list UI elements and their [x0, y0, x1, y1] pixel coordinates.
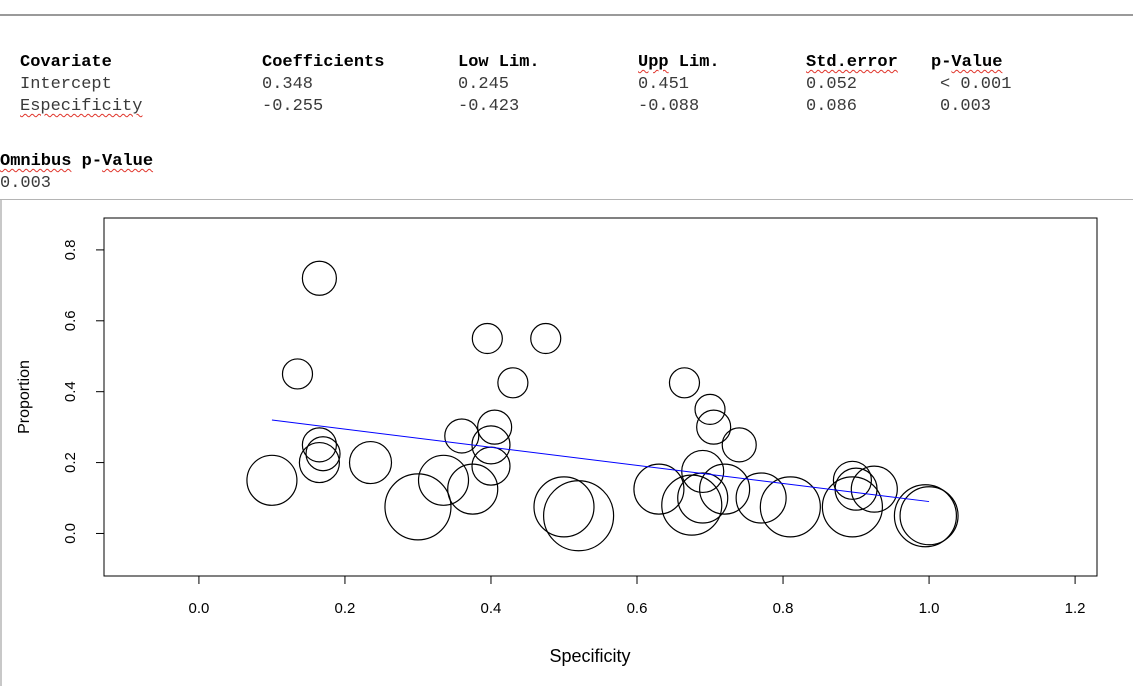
data-point	[530, 322, 562, 355]
data-point	[497, 367, 529, 399]
col-header-p-value-word: Value	[951, 53, 1003, 72]
col-header-upp-lim-rest: Lim.	[668, 53, 720, 72]
data-point	[834, 467, 878, 511]
y-axis: 0.0 0.2 0.4 0.6 0.8	[62, 239, 105, 544]
data-point	[721, 427, 757, 463]
col-header-covariate: Covariate	[20, 53, 112, 72]
omnibus-value: 0.003	[0, 174, 52, 193]
data-point	[471, 322, 503, 355]
data-point	[668, 367, 701, 399]
x-axis: 0.0 0.2 0.4 0.6 0.8 1.0 1.2	[188, 575, 1086, 617]
data-point	[699, 463, 751, 515]
data-point	[850, 465, 898, 513]
y-axis-label: Proportion	[16, 360, 33, 434]
row-especificity-coefficient: -0.255	[262, 97, 324, 116]
col-header-p-value-prefix: p-	[931, 53, 952, 72]
data-point	[298, 441, 340, 484]
data-point	[893, 484, 958, 548]
data-points	[246, 260, 959, 552]
scatter-plot: 0.0 0.2 0.4 0.6 0.8 1.0 1.2 0.0 0.2 0.4 0.6 0.8 Sp…	[16, 217, 1098, 666]
data-point	[735, 472, 787, 524]
row-especificity-upp-lim: -0.088	[638, 97, 700, 116]
results-output-panel: Covariate Coefficients Low Lim. Upp Lim.…	[0, 14, 1133, 200]
col-header-std-error: Std.error	[806, 53, 898, 72]
row-especificity-low-lim: -0.423	[458, 97, 520, 116]
row-intercept-covariate: Intercept	[20, 75, 112, 94]
row-especificity-std-error: 0.086	[806, 97, 858, 116]
col-header-low-lim: Low Lim.	[458, 53, 540, 72]
col-header-p-value: p-Value	[931, 52, 1002, 74]
data-point	[471, 446, 511, 486]
y-tick-label: 0.8	[62, 239, 79, 260]
data-point	[417, 454, 470, 506]
omnibus-label-word2: Value	[102, 152, 154, 171]
data-point	[348, 440, 393, 485]
left-divider	[0, 200, 2, 686]
col-header-upp-lim: Upp Lim.	[638, 52, 720, 74]
row-intercept-p-value: < 0.001	[940, 75, 1012, 94]
data-point	[821, 476, 884, 538]
data-point	[305, 436, 341, 472]
data-point	[533, 476, 595, 538]
data-point	[246, 454, 298, 506]
row-intercept-std-error: 0.052	[806, 75, 858, 94]
x-axis-label: Specificity	[549, 646, 630, 666]
y-tick-label: 0.0	[62, 523, 79, 544]
data-point	[677, 472, 729, 524]
data-point	[477, 409, 513, 445]
col-header-coefficients: Coefficients	[262, 53, 385, 72]
data-point	[301, 427, 337, 463]
data-point	[444, 418, 480, 454]
data-point	[832, 460, 873, 500]
data-point	[696, 409, 732, 445]
data-point	[281, 358, 314, 390]
omnibus-label: Omnibus p-Value	[0, 151, 153, 173]
row-intercept-coefficient: 0.348	[262, 75, 314, 94]
regression-line	[271, 419, 930, 503]
data-point	[899, 486, 959, 546]
y-tick-label: 0.6	[62, 310, 79, 331]
col-header-upp-lim-word: Upp	[638, 53, 669, 72]
x-tick-label: 0.4	[481, 600, 502, 617]
x-tick-label: 1.0	[919, 600, 940, 617]
x-tick-label: 0.8	[773, 600, 794, 617]
data-point	[661, 474, 723, 536]
data-point	[384, 473, 452, 541]
row-intercept-upp-lim: 0.451	[638, 75, 690, 94]
x-tick-label: 0.2	[335, 600, 356, 617]
data-point	[542, 480, 615, 552]
omnibus-label-mid: p-	[71, 152, 103, 171]
x-tick-label: 0.0	[188, 600, 209, 617]
plot-frame	[103, 217, 1098, 577]
x-tick-label: 0.6	[627, 600, 648, 617]
row-intercept-low-lim: 0.245	[458, 75, 510, 94]
data-point	[694, 393, 726, 426]
y-tick-label: 0.4	[62, 381, 79, 402]
data-point	[759, 476, 821, 538]
omnibus-label-word1: Omnibus	[0, 152, 72, 171]
data-point	[681, 449, 725, 494]
data-point	[301, 260, 337, 296]
data-point	[447, 463, 499, 515]
data-point	[633, 463, 685, 515]
x-tick-label: 1.2	[1065, 600, 1086, 617]
row-especificity-p-value: 0.003	[940, 97, 992, 116]
y-tick-label: 0.2	[62, 452, 79, 473]
row-especificity-covariate: Especificity	[20, 97, 143, 116]
